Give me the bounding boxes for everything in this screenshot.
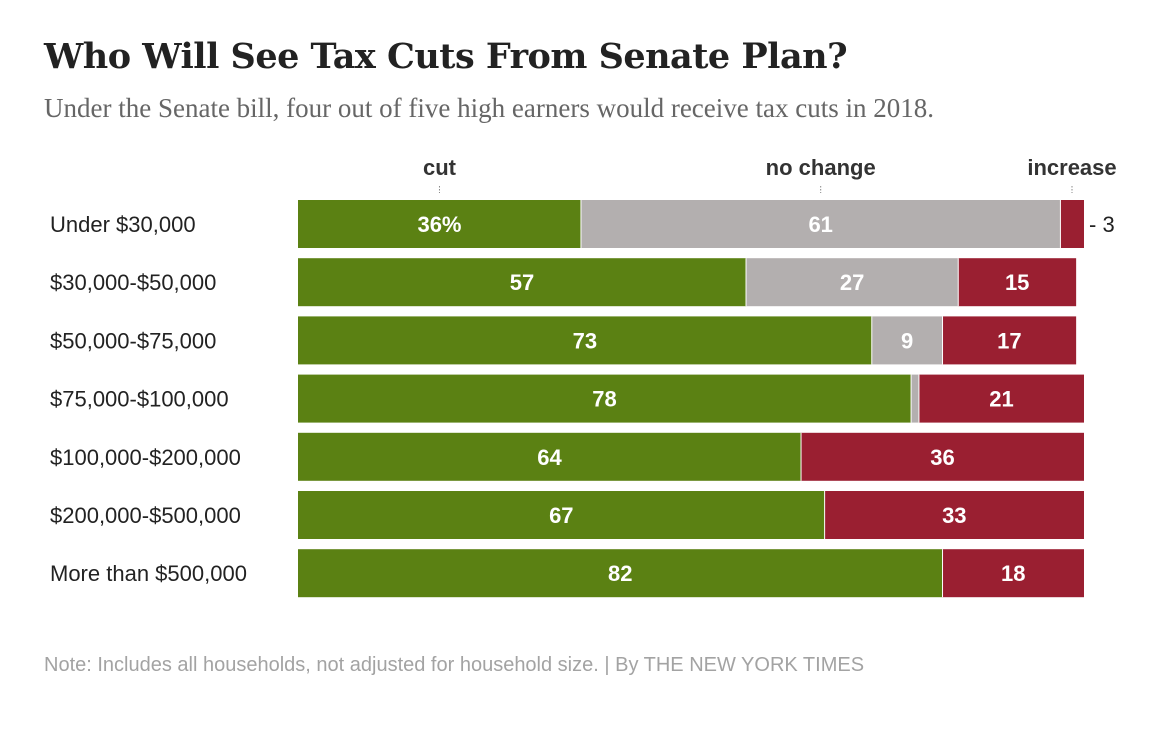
bar-segment-increase <box>801 432 1084 481</box>
bar-segment-increase <box>942 316 1077 365</box>
data-label-no-change: 61 <box>808 212 832 237</box>
data-label-no-change: 9 <box>901 328 913 353</box>
bar-segment-increase <box>824 491 1084 539</box>
stacked-bar-chart: cut no change increase Under $30,000 36% 61 - … <box>50 155 1117 598</box>
data-label-cut: 57 <box>510 270 534 295</box>
data-label-cut: 64 <box>537 445 562 470</box>
data-label-cut: 67 <box>549 503 573 528</box>
row-label: $50,000-$75,000 <box>50 328 216 353</box>
bar-segment-cut <box>298 549 943 598</box>
chart-note: Note: Includes all households, not adjus… <box>44 654 865 676</box>
bar-segment-increase <box>918 374 1084 423</box>
data-label-cut: 78 <box>592 387 616 412</box>
bar-segment-increase <box>942 549 1084 598</box>
data-label-no-change: 27 <box>840 270 864 295</box>
chart-title: Who Will See Tax Cuts From Senate Plan? <box>44 36 848 77</box>
data-label-increase: - 3 <box>1089 212 1115 237</box>
bar-segment-cut <box>298 258 747 307</box>
data-label-cut: 82 <box>608 561 632 586</box>
row-label: $30,000-$50,000 <box>50 270 216 295</box>
data-label-increase: 18 <box>1001 561 1025 586</box>
row-label: $100,000-$200,000 <box>50 445 241 470</box>
bar-segment-no-change <box>580 200 1061 248</box>
bar-segment-increase <box>1060 200 1084 248</box>
column-label-cut: cut <box>423 155 457 180</box>
bar-segment-no-change <box>746 258 959 307</box>
data-label-increase: 17 <box>997 328 1021 353</box>
data-label-cut: 73 <box>573 328 597 353</box>
bar-segment-cut <box>298 200 581 248</box>
row-label: Under $30,000 <box>50 212 196 237</box>
bar-segment-cut <box>298 316 872 365</box>
data-label-increase: 21 <box>989 387 1013 412</box>
row-label: $75,000-$100,000 <box>50 387 229 412</box>
bar-segment-cut <box>298 432 802 481</box>
bar-segment-cut <box>298 374 912 423</box>
data-label-increase: 36 <box>930 445 954 470</box>
chart-subtitle: Under the Senate bill, four out of five … <box>44 93 934 123</box>
row-label: $200,000-$500,000 <box>50 503 241 528</box>
bar-segment-no-change <box>871 316 943 365</box>
row-label: More than $500,000 <box>50 561 247 586</box>
bar-segment-increase <box>958 258 1077 307</box>
column-label-increase: increase <box>1027 155 1116 180</box>
column-label-no-change: no change <box>766 155 876 180</box>
bar-segment-no-change <box>911 374 919 423</box>
bar-segment-cut <box>298 491 825 539</box>
data-label-increase: 15 <box>1005 270 1029 295</box>
data-label-cut: 36% <box>417 212 461 237</box>
data-label-increase: 33 <box>942 503 966 528</box>
